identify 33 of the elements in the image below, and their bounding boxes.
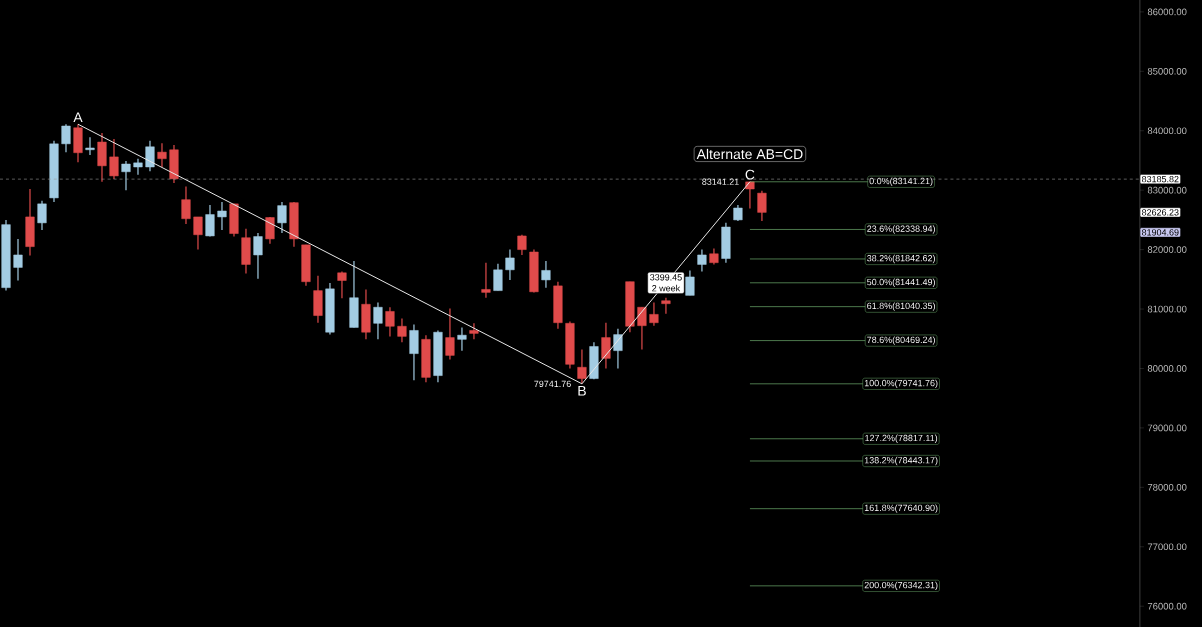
y-tick-label: 86000.00	[1147, 8, 1187, 16]
annotation: C	[745, 169, 755, 180]
ref-line-label: 100.0%(79741.76)	[864, 379, 938, 388]
ref-line-label: 38.2%(81842.62)	[867, 254, 935, 264]
text: 81904.69	[1141, 229, 1179, 236]
y-tick-label: 80000.00	[1147, 365, 1187, 372]
ref-line-label: 23.6%(82338.94)	[867, 225, 935, 234]
y-tick-label: 83000.00	[1147, 186, 1187, 194]
text: 82626.23	[1141, 209, 1179, 216]
y-tick-label: 84000.00	[1147, 127, 1187, 135]
ref-line-label: 61.8%(81040.35)	[867, 302, 935, 311]
y-tick-label: 81000.00	[1147, 305, 1187, 313]
annotation: B	[578, 386, 586, 396]
y-tick-label: 82000.00	[1147, 246, 1187, 253]
ref-line-label: 200.0%(76342.31)	[864, 581, 938, 591]
ref-line-label: 83185.82	[1141, 175, 1179, 183]
annotation: Alternate AB=CD	[696, 148, 803, 160]
annotation: A	[73, 112, 83, 122]
y-tick-label: 79000.00	[1147, 424, 1187, 432]
y-tick-label: 76000.00	[1147, 602, 1187, 610]
annotation: 3399.45	[650, 274, 682, 281]
ref-line-label: 161.8%(77640.90)	[864, 504, 938, 513]
y-tick-label: 78000.00	[1147, 483, 1187, 491]
ref-line-label: 127.2%(78817.11)	[865, 434, 938, 443]
ref-line-label: 138.2%(78443.17)	[864, 456, 938, 466]
y-tick-label: 85000.00	[1147, 67, 1187, 75]
data-label: 79741.76	[534, 380, 571, 387]
ref-line-label: 50.0%(81441.49)	[867, 278, 935, 287]
annotation: 2 week	[652, 284, 681, 292]
data-label: 83141.21	[702, 178, 739, 185]
ref-line-label: 0.0%(83141.21)	[869, 177, 933, 186]
ref-line-label: 78.6%(80469.24)	[867, 336, 935, 345]
y-tick-label: 77000.00	[1147, 543, 1187, 551]
